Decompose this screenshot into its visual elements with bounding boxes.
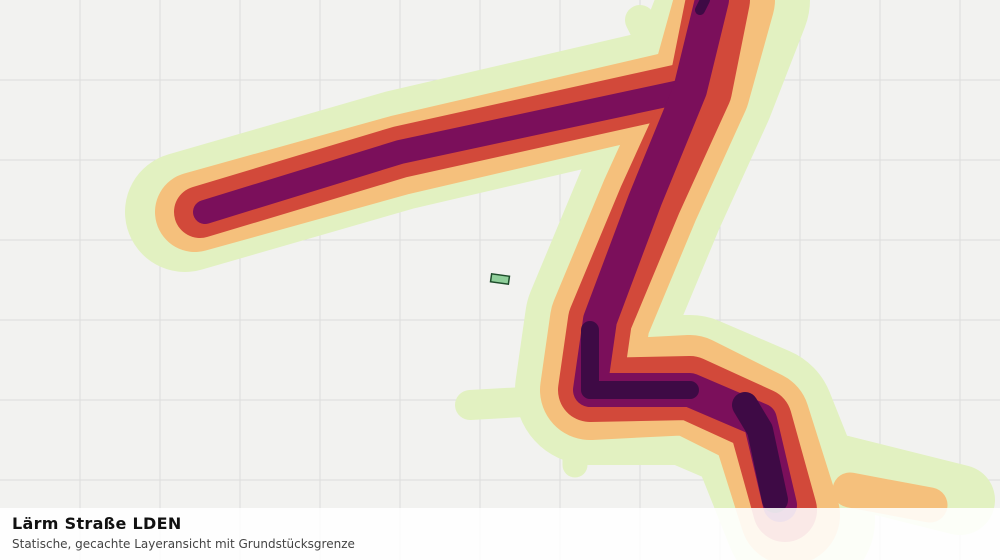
parcel-boundary	[489, 272, 511, 286]
legend-panel: Lärm Straße LDEN Statische, gecachte Lay…	[0, 508, 1000, 560]
layer-title: Lärm Straße LDEN	[12, 514, 182, 533]
noise-layer	[125, 0, 995, 560]
layer-subtitle: Statische, gecachte Layeransicht mit Gru…	[12, 537, 355, 551]
